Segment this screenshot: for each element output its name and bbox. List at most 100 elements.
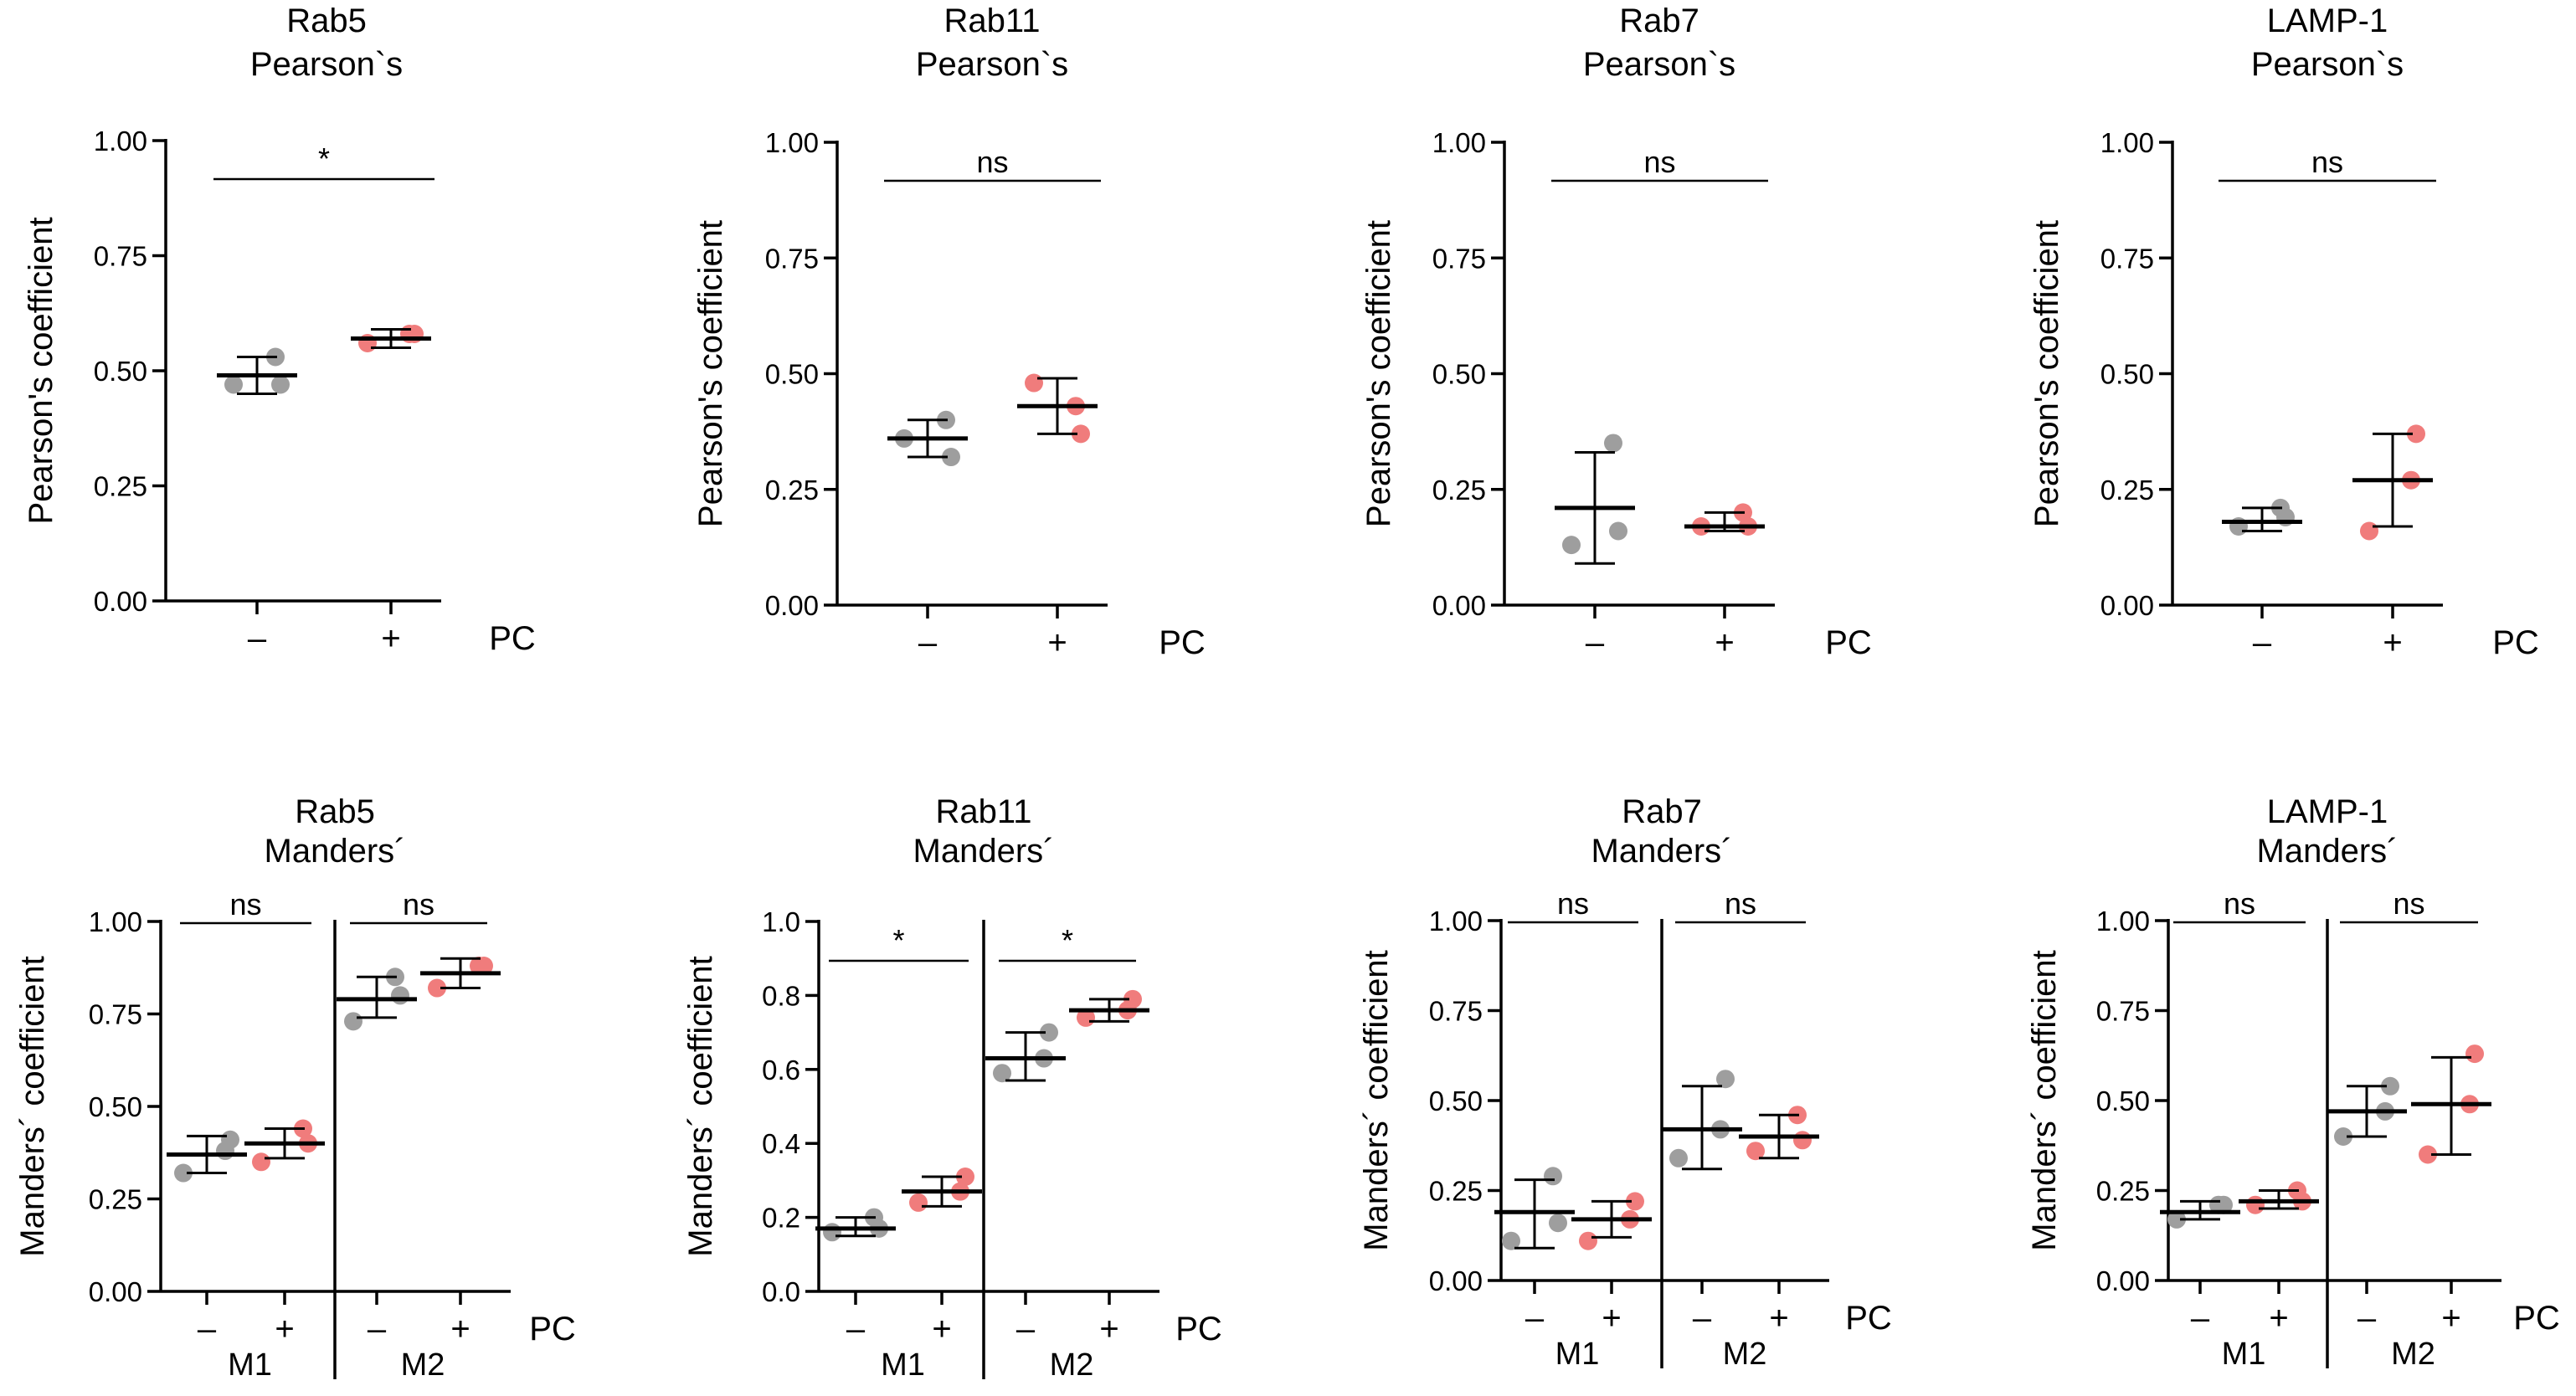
y-tick-label: 0.75 <box>765 243 819 274</box>
data-point-negative <box>1669 1148 1688 1168</box>
significance-label: ns <box>1557 886 1589 921</box>
y-tick-label: 0.4 <box>762 1128 800 1159</box>
data-point-negative <box>1604 434 1622 453</box>
y-tick-label: 0.00 <box>765 590 819 621</box>
y-tick-label: 0.0 <box>762 1276 800 1307</box>
y-tick-label: 0.75 <box>1432 243 1486 274</box>
significance-label: ns <box>2311 145 2343 179</box>
y-tick-label: 0.00 <box>1429 1265 1483 1296</box>
data-point-negative <box>1549 1214 1567 1233</box>
y-tick-label: 0.25 <box>1432 475 1486 506</box>
section-label: M2 <box>1723 1337 1767 1372</box>
data-point-negative <box>221 1130 239 1149</box>
significance-label: ns <box>1643 145 1675 179</box>
y-axis-label: Pearson's coefficient <box>692 220 729 527</box>
y-tick-label: 1.0 <box>762 906 800 937</box>
section-label: M2 <box>2391 1337 2435 1372</box>
x-axis-suffix-label: PC <box>489 620 536 657</box>
chart-title-line2: Pearson`s <box>1583 46 1735 83</box>
chart-title-line1: Rab11 <box>944 3 1041 39</box>
data-point-positive <box>1626 1192 1644 1211</box>
data-point-negative <box>344 1012 362 1031</box>
chart-title-line1: LAMP-1 <box>2267 3 2388 39</box>
significance-label: * <box>892 923 904 957</box>
x-tick-label: – <box>1016 1311 1036 1347</box>
chart-title-line1: Rab5 <box>295 793 375 830</box>
data-point-negative <box>993 1064 1011 1083</box>
chart-title-line1: Rab7 <box>1622 793 1702 830</box>
x-tick-label: – <box>918 624 938 661</box>
significance-label: * <box>318 141 330 176</box>
x-tick-label: – <box>2253 624 2272 661</box>
data-point-positive <box>2419 1145 2437 1164</box>
data-point-negative <box>2167 1209 2186 1229</box>
y-tick-label: 0.75 <box>1429 996 1483 1027</box>
y-tick-label: 0.00 <box>94 586 147 617</box>
data-point-positive <box>909 1193 928 1212</box>
significance-label: ns <box>2224 886 2255 921</box>
x-tick-label: + <box>1099 1311 1118 1347</box>
y-tick-label: 1.00 <box>1432 127 1486 158</box>
y-axis-label: Manders´ coefficient <box>14 956 51 1256</box>
data-point-positive <box>2407 424 2425 444</box>
x-axis-suffix-label: PC <box>1159 624 1206 661</box>
chart-title-line1: LAMP-1 <box>2267 793 2388 830</box>
y-tick-label: 0.25 <box>89 1184 142 1215</box>
x-tick-label: – <box>248 620 267 657</box>
data-point-positive <box>1025 373 1043 393</box>
data-point-negative <box>1502 1231 1520 1250</box>
y-tick-label: 1.00 <box>2096 906 2150 937</box>
data-point-positive <box>1793 1131 1812 1150</box>
data-point-positive <box>2246 1195 2265 1214</box>
x-tick-label: + <box>2269 1300 2288 1337</box>
y-tick-label: 1.00 <box>1429 906 1483 937</box>
y-tick-label: 1.00 <box>765 127 819 158</box>
data-point-negative <box>1609 521 1627 541</box>
chart-title-line2: Manders´ <box>2257 833 2399 870</box>
y-tick-label: 0.50 <box>2100 359 2154 390</box>
y-tick-label: 0.00 <box>2096 1265 2150 1296</box>
data-point-negative <box>823 1223 841 1242</box>
chart-title-line2: Manders´ <box>913 833 1055 870</box>
x-tick-label: – <box>368 1311 387 1347</box>
section-label: M1 <box>228 1347 272 1383</box>
y-tick-label: 0.25 <box>2100 475 2154 506</box>
y-tick-label: 0.6 <box>762 1055 800 1085</box>
x-tick-label: + <box>450 1311 470 1347</box>
x-tick-label: + <box>1769 1300 1788 1337</box>
y-tick-label: 0.00 <box>89 1276 142 1307</box>
y-axis-label: Pearson's coefficient <box>2028 220 2065 527</box>
x-tick-label: – <box>2191 1300 2210 1337</box>
x-tick-label: – <box>1586 624 1605 661</box>
x-tick-label: + <box>275 1311 294 1347</box>
data-point-negative <box>1040 1023 1058 1042</box>
y-tick-label: 0.75 <box>94 241 147 272</box>
y-tick-label: 0.50 <box>765 359 819 390</box>
x-tick-label: – <box>2357 1300 2377 1337</box>
y-tick-label: 0.75 <box>2100 243 2154 274</box>
x-axis-suffix-label: PC <box>2513 1300 2560 1337</box>
significance-label: ns <box>1725 886 1756 921</box>
x-tick-label: + <box>1602 1300 1621 1337</box>
data-point-positive <box>2360 521 2378 541</box>
data-point-positive <box>1123 989 1142 1009</box>
x-tick-label: + <box>1047 624 1067 661</box>
y-tick-label: 0.75 <box>89 999 142 1030</box>
x-tick-label: + <box>2383 624 2402 661</box>
significance-label: ns <box>229 887 261 921</box>
y-axis-label: Manders´ coefficient <box>2026 950 2063 1250</box>
y-tick-label: 0.50 <box>1429 1085 1483 1116</box>
y-tick-label: 0.50 <box>2096 1085 2150 1116</box>
data-point-negative <box>1716 1070 1735 1089</box>
data-point-negative <box>2381 1076 2399 1096</box>
y-tick-label: 0.25 <box>1429 1176 1483 1207</box>
data-point-negative <box>942 448 960 467</box>
section-label: M1 <box>2222 1337 2266 1372</box>
data-point-positive <box>956 1167 974 1186</box>
data-point-positive <box>1072 424 1090 444</box>
y-tick-label: 0.25 <box>765 475 819 506</box>
